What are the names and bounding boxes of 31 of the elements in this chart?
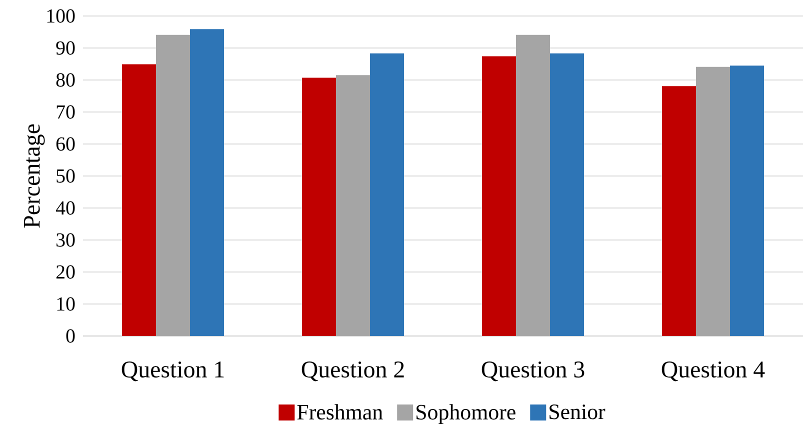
y-tick-label: 60: [56, 137, 75, 151]
bar: [370, 53, 404, 336]
y-tick-label: 80: [56, 73, 75, 87]
y-tick-label: 70: [56, 105, 75, 119]
bar: [550, 53, 584, 336]
y-tick-label: 20: [56, 265, 75, 279]
bar: [730, 66, 764, 336]
bar: [336, 75, 370, 336]
x-tick-label: Question 3: [482, 362, 584, 382]
y-tick-label: 10: [57, 297, 75, 311]
x-tick-label: Question 4: [662, 362, 765, 382]
legend-label: Senior: [550, 404, 606, 420]
y-tick-label: 40: [56, 201, 75, 215]
y-tick-label: 100: [47, 9, 75, 23]
bar: [516, 34, 550, 336]
bar: [302, 78, 336, 336]
y-tick-label: 0: [66, 329, 75, 343]
legend-label: Sophomore: [416, 404, 516, 424]
y-tick-label: 30: [56, 233, 75, 247]
bar: [122, 64, 156, 336]
bar: [662, 86, 696, 336]
x-tick-label: Question 2: [302, 362, 404, 382]
x-tick-label: Question 1: [122, 362, 224, 382]
y-tick-label: 50: [56, 169, 75, 183]
bar: [696, 66, 730, 336]
bar: [190, 29, 224, 336]
bar: [156, 34, 190, 336]
legend-label: Freshman: [297, 404, 383, 420]
bar: [482, 56, 516, 336]
y-axis-title: Percentage: [24, 124, 45, 228]
y-tick-label: 90: [56, 41, 75, 55]
